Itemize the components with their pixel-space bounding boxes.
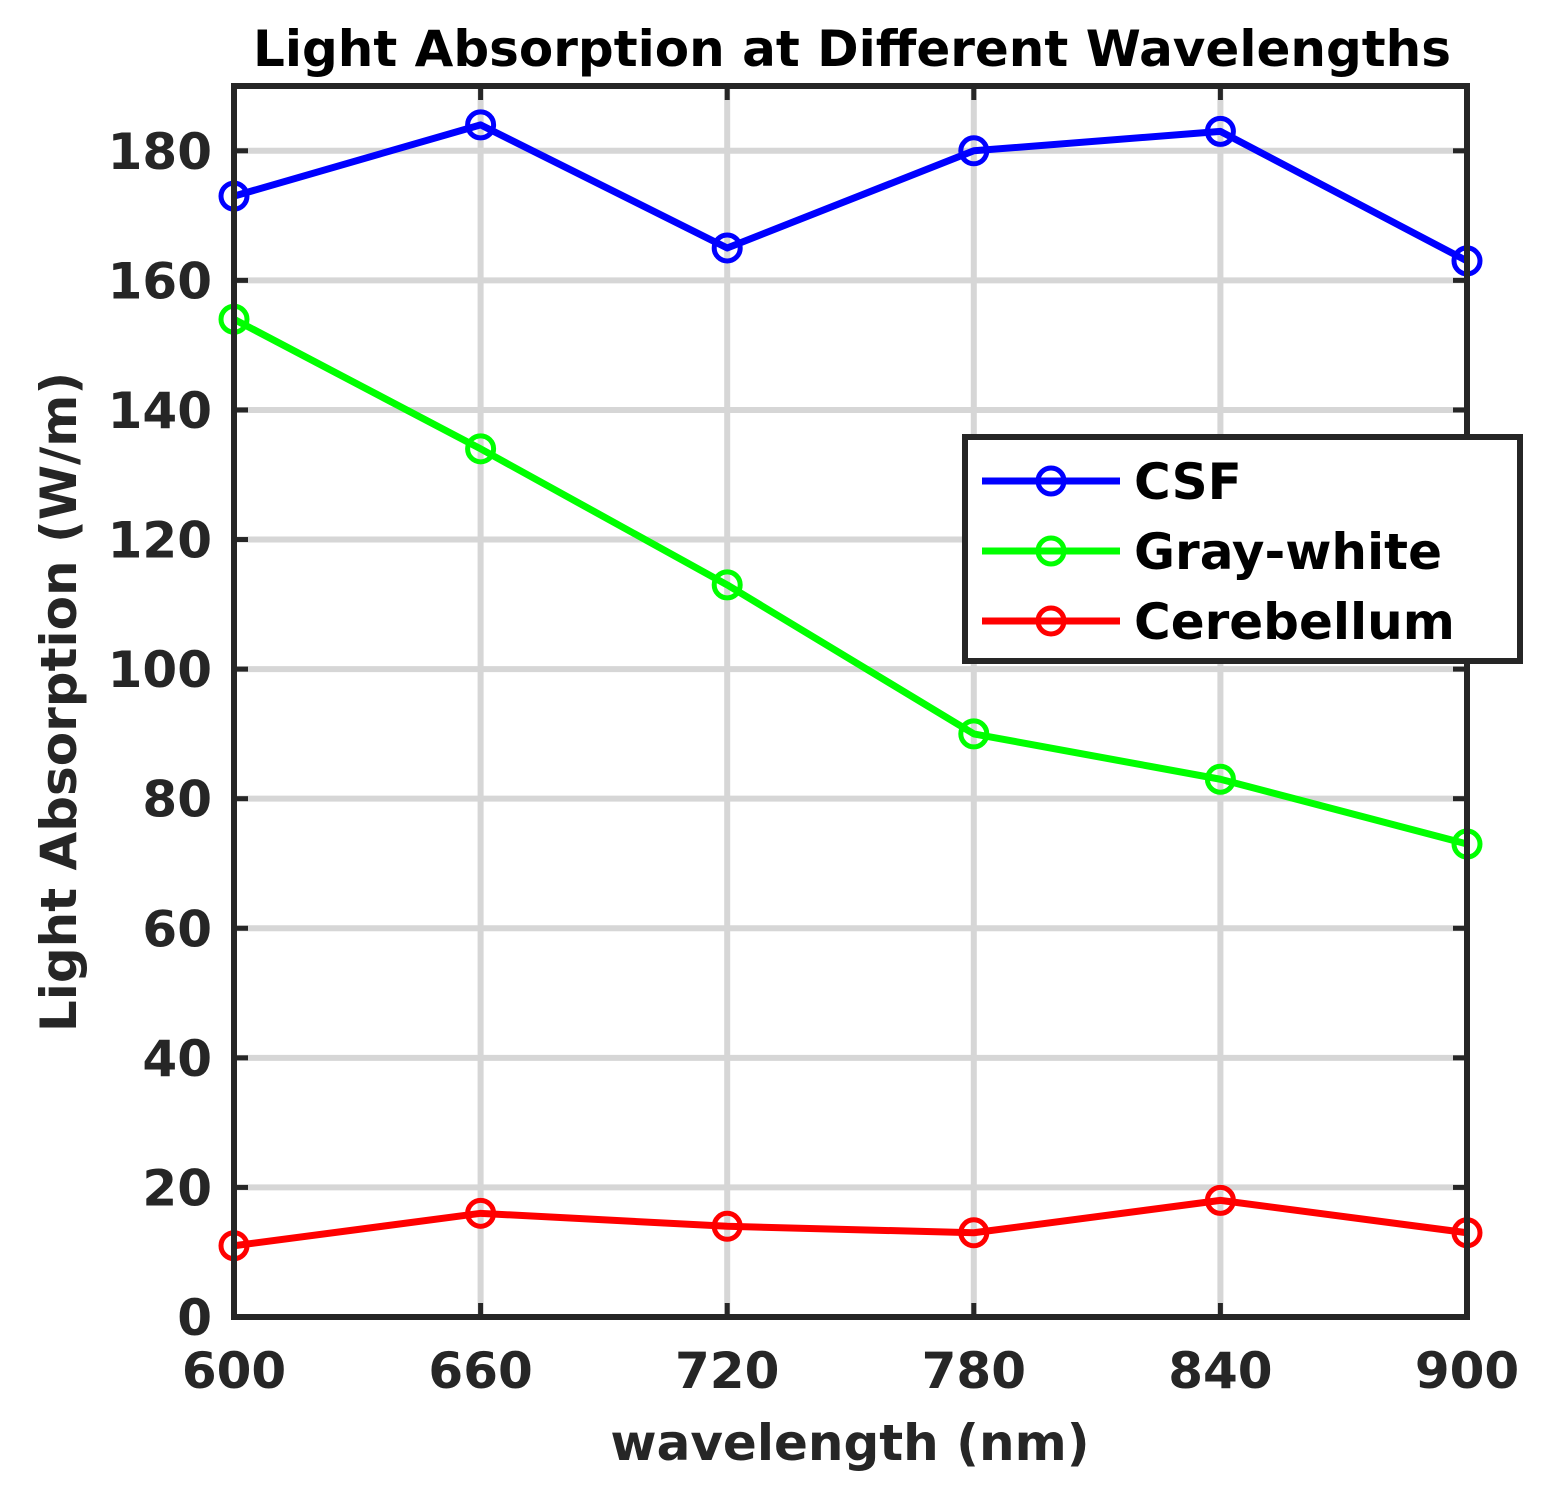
data-point-csf: [711, 232, 743, 264]
y-axis-ticks: 0 20 40 60 80 100 120 140 160 180: [108, 123, 1467, 1347]
data-point-gray-white: [465, 433, 497, 465]
legend-marker-csf: [1035, 465, 1067, 497]
x-tick-label: 660: [428, 1342, 532, 1400]
x-axis-ticks: 600 660 720 780 840 900: [182, 86, 1519, 1400]
y-tick-label: 0: [177, 1289, 212, 1347]
y-axis-label: Light Absorption (W/m): [30, 372, 88, 1032]
series-group: [218, 109, 1483, 1262]
data-point-cerebellum: [1204, 1184, 1236, 1216]
series-line-gray-white: [232, 316, 1468, 848]
data-point-gray-white: [958, 718, 990, 750]
y-tick-label: 120: [108, 512, 212, 570]
data-point-cerebellum: [465, 1197, 497, 1229]
legend-label-gray-white: Gray-white: [1134, 523, 1442, 581]
data-point-csf: [958, 135, 990, 167]
plot-frame: [231, 83, 1470, 1320]
data-point-cerebellum: [711, 1210, 743, 1242]
x-tick-label: 720: [675, 1342, 779, 1400]
legend-label-csf: CSF: [1134, 453, 1242, 511]
y-tick-label: 100: [108, 641, 212, 699]
y-tick-label: 40: [142, 1030, 212, 1088]
series-line-csf: [233, 121, 1469, 265]
legend-label-cerebellum: Cerebellum: [1134, 593, 1455, 651]
y-tick-label: 160: [108, 252, 212, 310]
x-axis-label: wavelength (nm): [610, 1414, 1089, 1472]
legend-marker-gray-white: [1035, 535, 1067, 567]
x-tick-label: 900: [1415, 1342, 1519, 1400]
y-tick-label: 60: [142, 900, 212, 958]
data-point-gray-white: [1204, 763, 1236, 795]
data-point-cerebellum: [958, 1217, 990, 1249]
series-line-cerebellum: [233, 1196, 1468, 1250]
y-tick-label: 20: [142, 1159, 212, 1217]
data-point-csf: [465, 109, 497, 141]
x-tick-label: 600: [182, 1342, 286, 1400]
x-tick-label: 780: [922, 1342, 1026, 1400]
data-point-csf: [1204, 115, 1236, 147]
y-tick-label: 180: [108, 123, 212, 181]
legend-marker-cerebellum: [1035, 605, 1067, 637]
data-point-gray-white: [711, 569, 743, 601]
chart-title: Light Absorption at Different Wavelength…: [253, 20, 1451, 78]
y-tick-label: 140: [108, 382, 212, 440]
grid-lines: [231, 86, 1470, 1320]
x-tick-label: 840: [1168, 1342, 1272, 1400]
y-tick-label: 80: [142, 771, 212, 829]
legend: CSF Gray-white Cerebellum: [962, 434, 1523, 664]
